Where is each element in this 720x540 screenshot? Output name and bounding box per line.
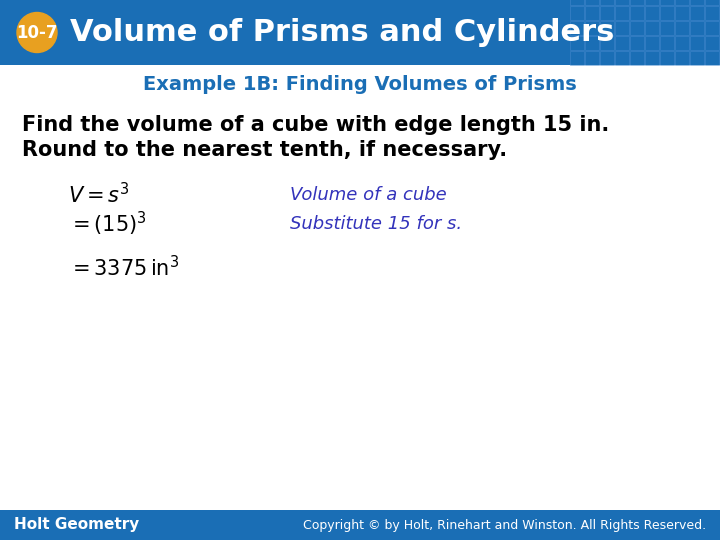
Text: $= 3375 \, \mathrm{in}^3$: $= 3375 \, \mathrm{in}^3$	[68, 255, 179, 281]
Text: $V = s^3$: $V = s^3$	[68, 183, 130, 207]
Text: Example 1B: Finding Volumes of Prisms: Example 1B: Finding Volumes of Prisms	[143, 76, 577, 94]
Text: Holt Geometry: Holt Geometry	[14, 517, 139, 532]
Text: Copyright © by Holt, Rinehart and Winston. All Rights Reserved.: Copyright © by Holt, Rinehart and Winsto…	[303, 518, 706, 531]
Text: Find the volume of a cube with edge length 15 in.: Find the volume of a cube with edge leng…	[22, 115, 609, 135]
Text: Round to the nearest tenth, if necessary.: Round to the nearest tenth, if necessary…	[22, 140, 507, 160]
Circle shape	[17, 12, 57, 52]
Text: Substitute 15 for s.: Substitute 15 for s.	[290, 215, 462, 233]
Text: Volume of a cube: Volume of a cube	[290, 186, 446, 204]
Text: $= (15)^3$: $= (15)^3$	[68, 210, 147, 238]
Text: 10-7: 10-7	[17, 24, 58, 42]
FancyBboxPatch shape	[0, 510, 720, 540]
Text: Volume of Prisms and Cylinders: Volume of Prisms and Cylinders	[70, 18, 614, 47]
FancyBboxPatch shape	[0, 0, 720, 65]
